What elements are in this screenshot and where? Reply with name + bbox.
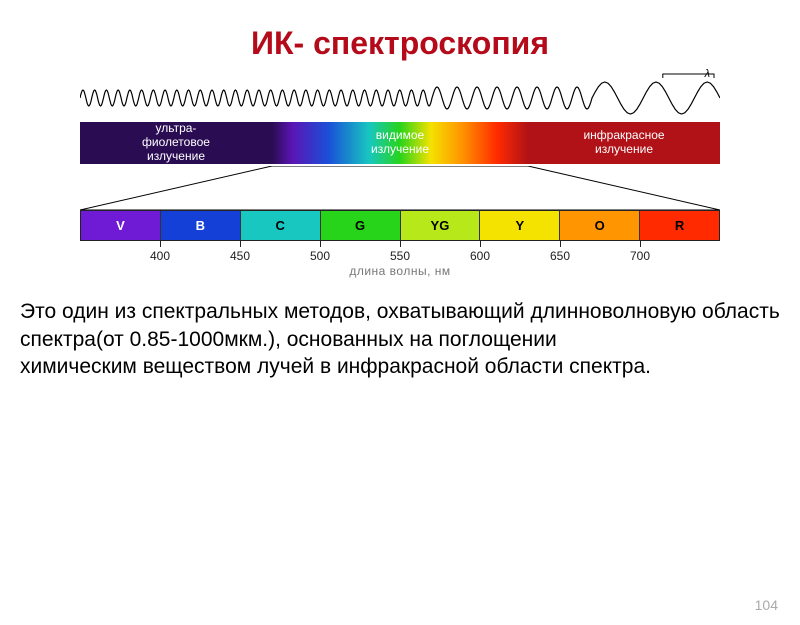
wavelength-axis: 400 450 500 550 600 650 700 xyxy=(80,240,720,266)
color-cell-yg: YG xyxy=(401,211,481,240)
tick xyxy=(160,241,161,247)
color-cell-r: R xyxy=(640,211,719,240)
wave-svg xyxy=(80,72,720,120)
tick-label: 700 xyxy=(630,249,650,263)
projection-trapezoid xyxy=(80,166,720,210)
tick-label: 550 xyxy=(390,249,410,263)
radiation-bands: ультра- фиолетовое излучениевидимое излу… xyxy=(80,120,720,166)
trapezoid-svg xyxy=(80,166,720,210)
tick-label: 500 xyxy=(310,249,330,263)
axis-title: длина волны, нм xyxy=(80,264,720,278)
color-cell-y: Y xyxy=(480,211,560,240)
color-cell-b: B xyxy=(161,211,241,240)
spectrum-diagram: λ ультра- фиолетовое излучениевидимое из… xyxy=(80,72,720,278)
tick-label: 400 xyxy=(150,249,170,263)
tick xyxy=(320,241,321,247)
tick xyxy=(560,241,561,247)
band-2: инфракрасное излучение xyxy=(528,122,720,164)
tick xyxy=(240,241,241,247)
color-cell-g: G xyxy=(321,211,401,240)
band-0: ультра- фиолетовое излучение xyxy=(80,122,272,164)
wave-plot: λ xyxy=(80,72,720,120)
color-cell-c: C xyxy=(241,211,321,240)
color-cell-o: O xyxy=(560,211,640,240)
tick-label: 450 xyxy=(230,249,250,263)
slide-title: ИК- спектроскопия xyxy=(0,25,800,62)
color-cell-v: V xyxy=(81,211,161,240)
tick-label: 650 xyxy=(550,249,570,263)
band-1: видимое излучение xyxy=(272,122,528,164)
page-number: 104 xyxy=(755,597,778,613)
tick xyxy=(480,241,481,247)
lambda-label: λ xyxy=(705,68,710,80)
tick-label: 600 xyxy=(470,249,490,263)
description-text: Это один из спектральных методов, охваты… xyxy=(20,298,780,381)
tick xyxy=(400,241,401,247)
visible-color-bar: VBCGYGYOR xyxy=(80,210,720,240)
tick xyxy=(640,241,641,247)
